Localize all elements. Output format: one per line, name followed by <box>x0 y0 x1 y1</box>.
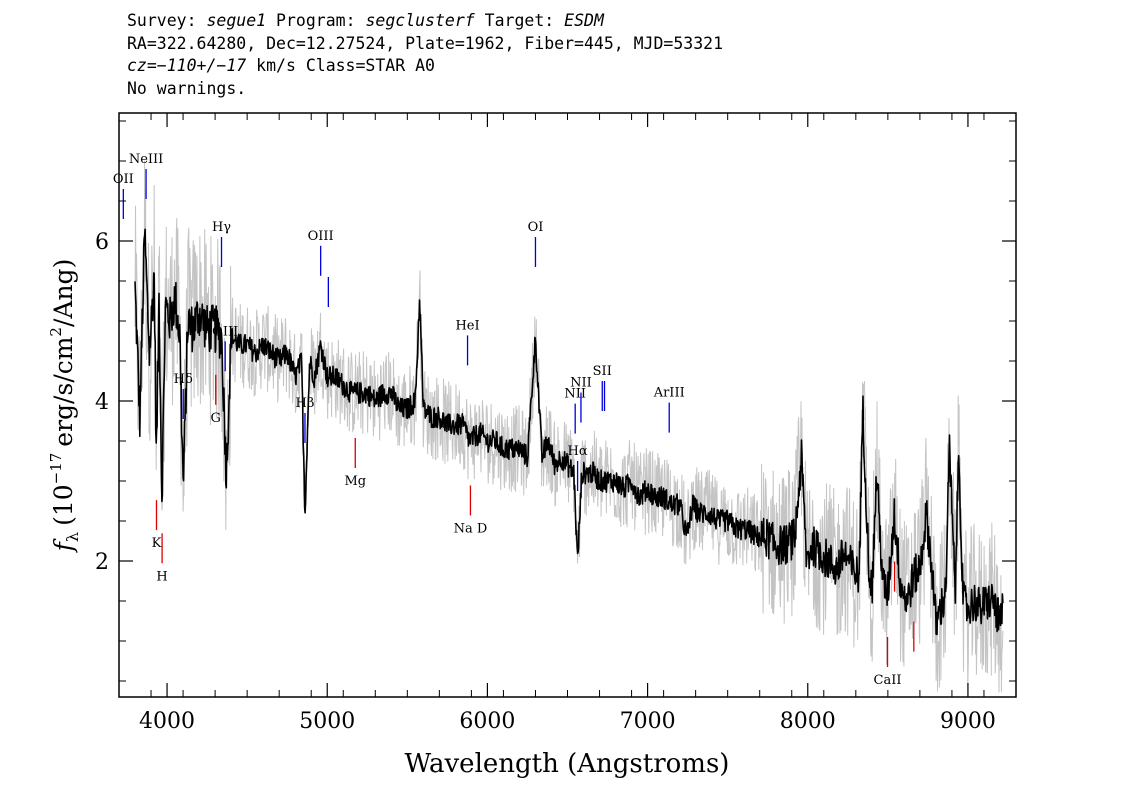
header-line-survey: Survey: segue1 Program: segclusterf Targ… <box>127 10 1117 33</box>
line-label: Hα <box>568 444 588 459</box>
x-tick-label: 5000 <box>299 709 355 734</box>
y-label-exp1: −17 <box>47 453 65 485</box>
line-label: OIII <box>308 229 334 244</box>
y-label-mid: erg/s/cm <box>49 336 78 446</box>
line-label: Hδ <box>174 372 193 387</box>
line-label: Mg <box>344 474 366 489</box>
class-value: km/s Class=STAR A0 <box>256 56 435 75</box>
x-tick-label: 6000 <box>459 709 515 734</box>
line-label: H <box>156 569 167 584</box>
y-tick-label: 6 <box>95 230 109 255</box>
target-label: Target: <box>484 11 555 30</box>
line-label: ArIII <box>653 386 685 401</box>
line-label: SII <box>593 364 612 379</box>
x-tick-label: 7000 <box>620 709 676 734</box>
survey-label: Survey: <box>127 11 197 30</box>
line-label: K <box>152 536 162 551</box>
flux-layer <box>134 228 1004 636</box>
line-label: Hγ <box>212 220 231 235</box>
line-label: G <box>211 411 221 426</box>
y-label-close: /Ang) <box>49 259 78 327</box>
target-value: ESDM <box>564 11 604 30</box>
line-label: CaII <box>874 673 902 688</box>
y-label-open: (10 <box>49 484 78 526</box>
header-line-redshift: cz=−110+/−17 km/s Class=STAR A0 <box>127 55 1117 78</box>
line-label: HeI <box>455 318 479 333</box>
line-label: OIII <box>212 324 238 339</box>
y-label-f: f <box>49 538 78 553</box>
y-label-sub: λ <box>63 532 82 542</box>
line-label: Na D <box>454 521 488 536</box>
x-tick-label: 8000 <box>780 709 836 734</box>
line-label: Hβ <box>296 396 315 411</box>
x-tick-label: 9000 <box>940 709 996 734</box>
y-label-exp2: 2 <box>47 327 65 337</box>
line-markers-layer: NeIIIOIIHδHγOIIIHβOIIIHeIOINIIHαNIISIIAr… <box>113 152 915 688</box>
x-axis-label: Wavelength (Angstroms) <box>405 749 730 779</box>
y-tick-label: 2 <box>95 550 109 575</box>
flux-series-line <box>134 228 1004 636</box>
survey-value: segue1 <box>206 11 267 30</box>
axis-ticks: 4000 5000 6000 7000 8000 9000 2 4 6 <box>95 113 1017 734</box>
x-tick-label: 4000 <box>139 709 195 734</box>
uncertainty-band-layer <box>134 160 1004 693</box>
y-tick-label: 4 <box>95 390 109 415</box>
spectrum-header: Survey: segue1 Program: segclusterf Targ… <box>127 10 1117 100</box>
line-label: OI <box>528 220 544 235</box>
y-axis-label: fλ (10−17 erg/s/cm2/Ang) <box>47 259 82 554</box>
redshift-value: cz=−110+/−17 <box>127 56 247 75</box>
line-label: NII <box>570 376 592 391</box>
line-label: NeIII <box>129 152 163 167</box>
header-line-warnings: No warnings. <box>127 78 247 98</box>
uncertainty-band <box>134 160 1004 693</box>
program-label: Program: <box>276 11 356 30</box>
header-line-coordinates: RA=322.64280, Dec=12.27524, Plate=1962, … <box>127 33 724 53</box>
program-value: segclusterf <box>365 11 475 30</box>
line-label: OII <box>113 172 134 187</box>
